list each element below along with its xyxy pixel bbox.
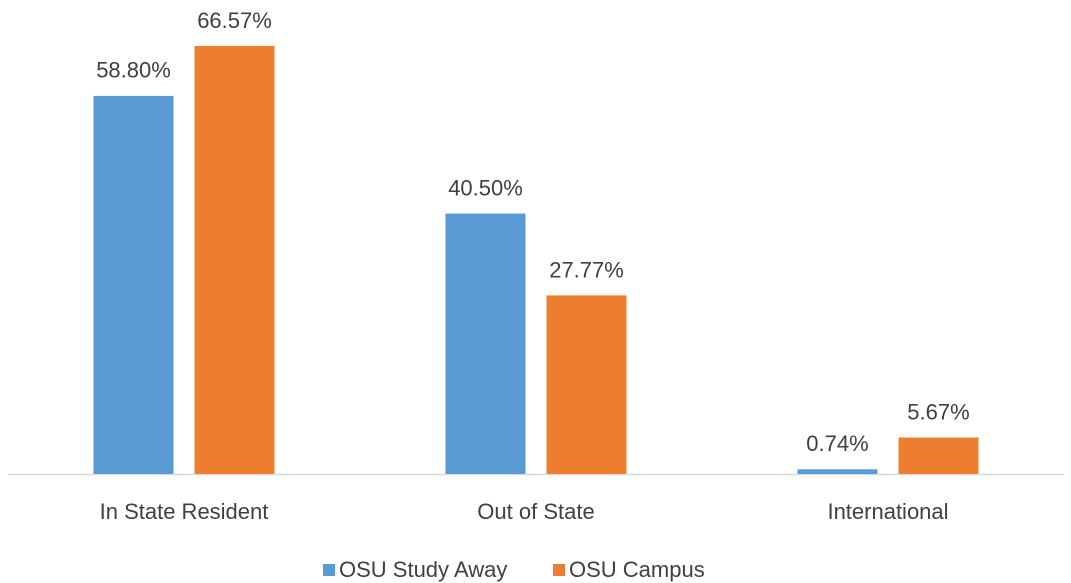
data-label: 40.50% (448, 175, 523, 200)
bar (898, 437, 979, 474)
bar (445, 213, 526, 474)
data-label: 58.80% (96, 58, 171, 83)
data-label: 66.57% (197, 8, 272, 33)
legend-swatch (323, 564, 335, 576)
data-label: 27.77% (549, 257, 624, 282)
legend-swatch (553, 564, 565, 576)
x-tick-label: In State Resident (100, 499, 269, 524)
x-tick-label: Out of State (477, 499, 594, 524)
bar (194, 45, 275, 475)
legend-label: OSU Campus (569, 557, 705, 582)
legend-label: OSU Study Away (339, 557, 507, 582)
data-label: 0.74% (806, 431, 868, 456)
bar (546, 295, 627, 474)
x-tick-label: International (827, 499, 948, 524)
bar (93, 95, 174, 474)
bar (797, 469, 878, 474)
data-label: 5.67% (907, 399, 969, 424)
